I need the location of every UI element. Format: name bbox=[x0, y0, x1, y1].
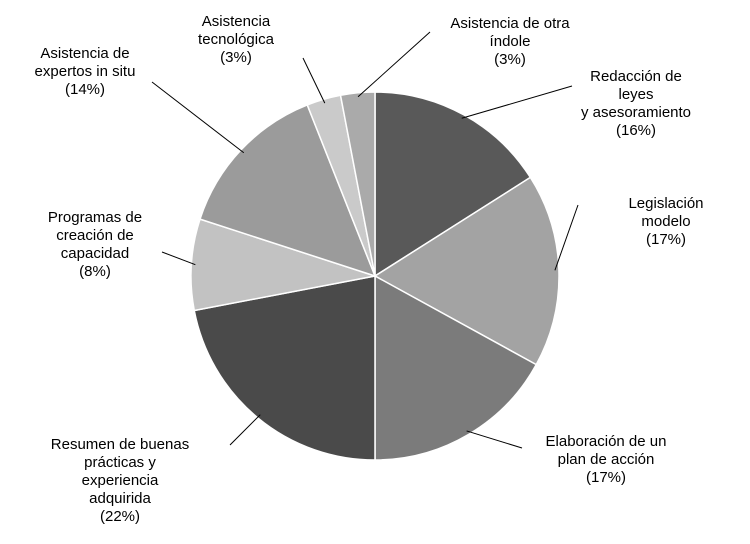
category-label: Asistencia tecnológica bbox=[198, 13, 274, 48]
slice-label: Legislación modelo (17%) bbox=[624, 195, 708, 249]
leader-line bbox=[151, 81, 245, 154]
value-label: (22%) bbox=[99, 508, 140, 525]
slice-label: Asistencia de otra índole (3%) bbox=[450, 15, 569, 69]
value-label: (17%) bbox=[645, 231, 686, 248]
slice-label: Elaboración de un plan de acción (17%) bbox=[546, 433, 667, 487]
slice-label: Programas de creación de capacidad (8%) bbox=[48, 209, 142, 281]
pie-slice bbox=[190, 218, 376, 312]
slice-label: Resumen de buenas prácticas y experienci… bbox=[51, 436, 189, 526]
leader-line bbox=[302, 57, 326, 104]
value-label: (14%) bbox=[64, 81, 106, 98]
leader-line bbox=[554, 204, 579, 271]
category-label: Redacción de leyes y asesoramiento bbox=[580, 68, 692, 121]
pie-slice bbox=[339, 91, 376, 277]
leader-line bbox=[229, 414, 261, 446]
leader-line bbox=[461, 85, 573, 119]
value-label: (16%) bbox=[615, 122, 656, 139]
leader-line bbox=[357, 31, 431, 98]
value-label: (3%) bbox=[494, 51, 526, 68]
category-label: Legislación modelo bbox=[628, 195, 704, 230]
category-label: Resumen de buenas prácticas y experienci… bbox=[50, 436, 190, 507]
pie-slice bbox=[374, 274, 538, 461]
slice-label: Asistencia de expertos in situ (14%) bbox=[35, 45, 136, 99]
slice-label: Redacción de leyes y asesoramiento (16%) bbox=[579, 68, 693, 140]
pie-slice bbox=[373, 176, 560, 366]
pie-slice bbox=[374, 91, 532, 278]
category-label: Asistencia de otra índole bbox=[450, 15, 570, 50]
slice-label: Asistencia tecnológica (3%) bbox=[198, 13, 274, 67]
category-label: Elaboración de un plan de acción bbox=[545, 433, 667, 468]
leader-line bbox=[466, 430, 523, 449]
value-label: (17%) bbox=[585, 469, 626, 486]
category-label: Asistencia de expertos in situ bbox=[34, 45, 136, 80]
leader-line bbox=[161, 251, 196, 266]
category-label: Programas de creación de capacidad bbox=[47, 209, 143, 262]
value-label: (8%) bbox=[79, 263, 111, 280]
value-label: (3%) bbox=[220, 49, 252, 66]
